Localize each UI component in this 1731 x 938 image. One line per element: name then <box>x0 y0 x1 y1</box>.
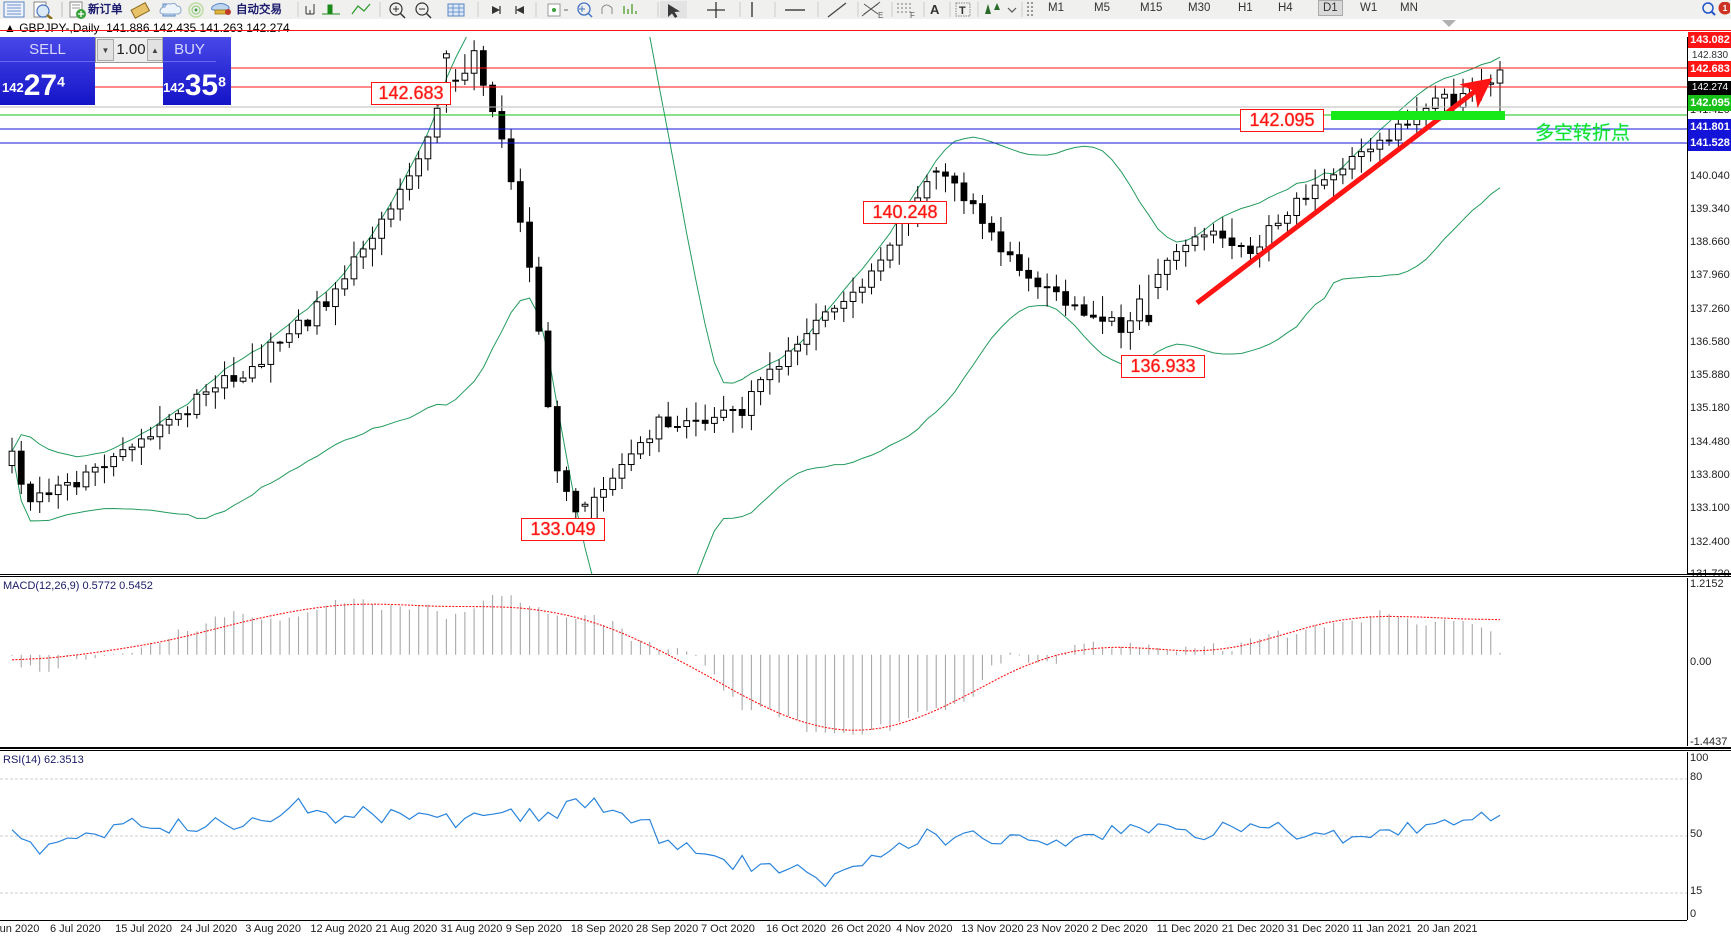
svg-text:新订单: 新订单 <box>88 2 123 16</box>
svg-text:A: A <box>930 2 940 17</box>
svg-text:E: E <box>878 11 883 19</box>
svg-text:F: F <box>910 11 915 19</box>
svg-text:自动交易: 自动交易 <box>236 2 282 16</box>
svg-text:T: T <box>959 5 966 17</box>
svg-text:1: 1 <box>1723 3 1728 13</box>
